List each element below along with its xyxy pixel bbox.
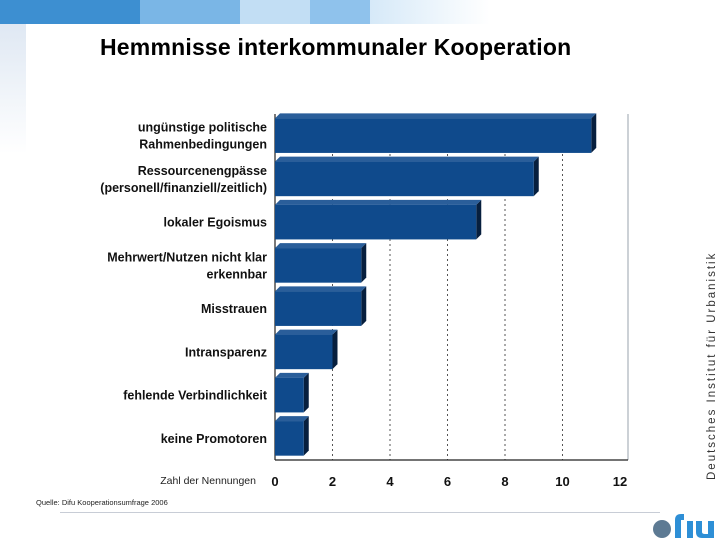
category-label: Ressourcenengpässe <box>138 164 267 178</box>
x-tick-label: 8 <box>501 474 508 489</box>
bar <box>275 118 592 153</box>
bar-top <box>275 286 367 292</box>
bar-shadow <box>361 286 367 326</box>
x-tick-label: 4 <box>386 474 394 489</box>
bar-shadow <box>332 329 338 370</box>
category-label: Mehrwert/Nutzen nicht klar <box>107 250 267 264</box>
bar <box>275 334 333 370</box>
bar <box>275 161 534 197</box>
category-label: (personell/finanziell/zeitlich) <box>100 181 267 195</box>
category-label: erkennbar <box>207 267 268 281</box>
x-tick-label: 2 <box>329 474 336 489</box>
category-label: ungünstige politische <box>138 121 267 135</box>
category-label: Intransparenz <box>185 345 267 359</box>
x-tick-label: 12 <box>613 474 627 489</box>
bar-top <box>275 416 309 422</box>
bar-top <box>275 372 309 378</box>
top-color-band <box>0 0 720 24</box>
x-tick-label: 0 <box>271 474 278 489</box>
category-label: lokaler Egoismus <box>163 216 267 230</box>
bar-top <box>275 113 597 119</box>
footer-divider <box>60 512 660 513</box>
category-label: Rahmenbedingungen <box>139 138 267 152</box>
source-note: Quelle: Difu Kooperationsumfrage 2006 <box>36 498 168 507</box>
bar-top <box>275 329 338 335</box>
bar-top <box>275 156 539 162</box>
bar-shadow <box>303 372 309 413</box>
category-label: Misstrauen <box>201 302 267 316</box>
bar-shadow <box>361 243 367 283</box>
side-institute-label: Deutsches Institut für Urbanistik <box>706 251 718 480</box>
category-label: keine Promotoren <box>161 432 267 446</box>
bar <box>275 248 362 283</box>
left-gradient-band <box>0 24 26 154</box>
bar <box>275 291 362 326</box>
bar <box>275 377 304 413</box>
bar-top <box>275 243 367 249</box>
bar-shadow <box>591 113 597 153</box>
x-tick-label: 6 <box>444 474 451 489</box>
bar-shadow <box>303 416 309 456</box>
bar <box>275 421 304 456</box>
slide-title: Hemmnisse interkommunaler Kooperation <box>100 34 572 60</box>
x-tick-label: 10 <box>555 474 569 489</box>
bar <box>275 204 477 240</box>
bar-top <box>275 199 482 205</box>
bar-shadow <box>476 199 482 240</box>
category-label: fehlende Verbindlichkeit <box>123 389 268 403</box>
x-axis-label: Zahl der Nennungen <box>160 475 256 487</box>
difu-logo <box>653 514 714 538</box>
bar-shadow <box>533 156 539 197</box>
